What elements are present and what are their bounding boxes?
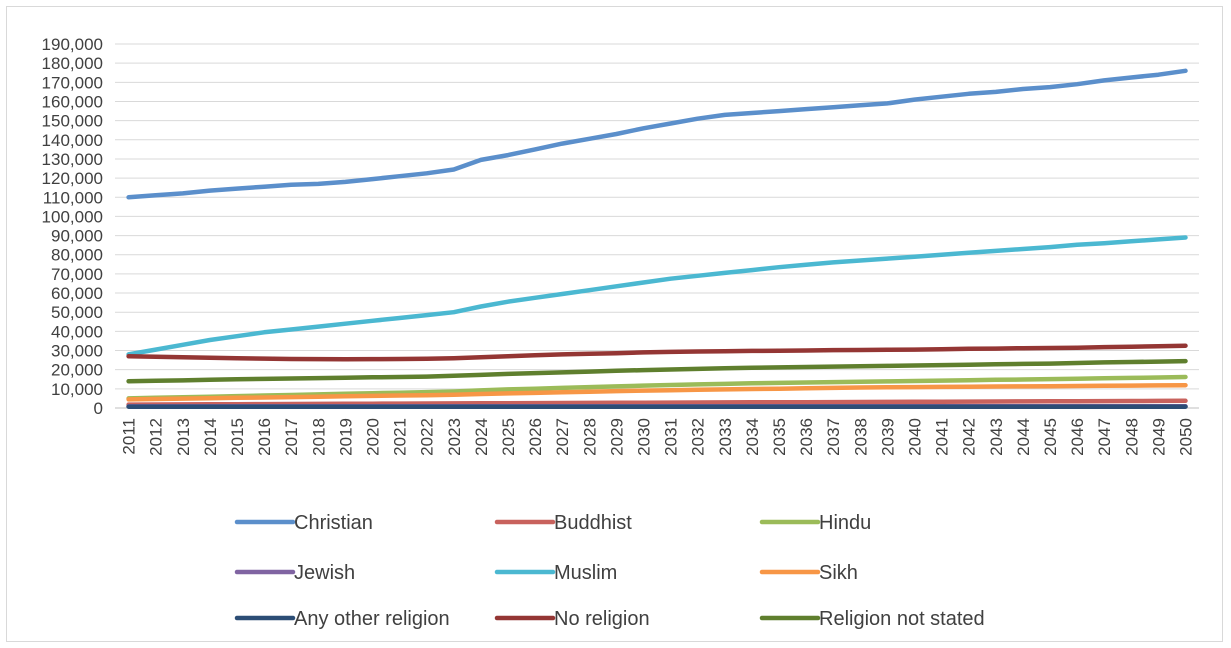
y-tick-label: 180,000 (42, 54, 103, 73)
x-tick-label: 2034 (743, 418, 762, 456)
y-tick-label: 0 (94, 399, 103, 418)
x-tick-label: 2018 (309, 418, 328, 456)
y-tick-label: 40,000 (51, 322, 103, 341)
x-tick-label: 2028 (580, 418, 599, 456)
x-tick-label: 2045 (1041, 418, 1060, 456)
x-tick-label: 2022 (418, 418, 437, 456)
y-axis-ticks: 010,00020,00030,00040,00050,00060,00070,… (42, 35, 103, 418)
x-tick-label: 2031 (662, 418, 681, 456)
y-tick-label: 50,000 (51, 303, 103, 322)
y-tick-label: 140,000 (42, 131, 103, 150)
legend-label: Christian (294, 512, 373, 534)
x-tick-label: 2026 (526, 418, 545, 456)
y-tick-label: 60,000 (51, 284, 103, 303)
series-line-no-religion (126, 343, 1188, 362)
chart-frame (6, 6, 1223, 642)
x-tick-label: 2027 (553, 418, 572, 456)
x-tick-label: 2017 (282, 418, 301, 456)
y-tick-label: 120,000 (42, 169, 103, 188)
legend-label: Buddhist (554, 512, 632, 534)
x-tick-label: 2023 (445, 418, 464, 456)
series-lines (126, 68, 1188, 409)
x-tick-label: 2013 (174, 418, 193, 456)
x-tick-label: 2012 (147, 418, 166, 456)
x-tick-label: 2049 (1149, 418, 1168, 456)
x-tick-label: 2035 (770, 418, 789, 456)
x-tick-label: 2046 (1068, 418, 1087, 456)
x-tick-label: 2011 (120, 418, 139, 455)
x-tick-label: 2043 (987, 418, 1006, 456)
y-tick-label: 160,000 (42, 92, 103, 111)
legend: Christian Buddhist Hindu Jewish Muslim Sikh An… (234, 512, 985, 630)
x-tick-label: 2037 (824, 418, 843, 456)
legend-label: Any other religion (294, 608, 450, 630)
legend-label: Muslim (554, 562, 617, 584)
x-tick-label: 2041 (933, 418, 952, 456)
y-tick-label: 170,000 (42, 73, 103, 92)
y-tick-label: 100,000 (42, 207, 103, 226)
y-tick-label: 110,000 (43, 188, 103, 207)
x-tick-label: 2033 (716, 418, 735, 456)
x-tick-label: 2042 (960, 418, 979, 456)
x-tick-label: 2039 (878, 418, 897, 456)
legend-label: Jewish (294, 562, 355, 584)
y-tick-label: 20,000 (51, 361, 103, 380)
x-tick-label: 2016 (255, 418, 274, 456)
y-tick-label: 130,000 (42, 150, 103, 169)
y-tick-label: 70,000 (51, 265, 103, 284)
x-tick-label: 2048 (1122, 418, 1141, 456)
x-tick-label: 2032 (689, 418, 708, 456)
legend-label: No religion (554, 608, 650, 630)
x-tick-label: 2014 (201, 418, 220, 456)
x-tick-label: 2047 (1095, 418, 1114, 456)
series-line-buddhist (126, 398, 1188, 407)
x-tick-label: 2030 (634, 418, 653, 456)
series-line-christian (126, 68, 1188, 200)
x-tick-label: 2015 (228, 418, 247, 456)
x-tick-label: 2040 (905, 418, 924, 456)
series-line-muslim (126, 235, 1188, 357)
y-tick-label: 150,000 (42, 112, 103, 131)
y-tick-label: 190,000 (42, 35, 103, 54)
y-tick-label: 10,000 (51, 380, 103, 399)
y-tick-label: 90,000 (51, 227, 103, 246)
x-tick-label: 2029 (607, 418, 626, 456)
x-tick-label: 2044 (1014, 418, 1033, 456)
series-line-sikh (126, 382, 1188, 402)
legend-label: Hindu (819, 512, 871, 534)
x-tick-label: 2038 (851, 418, 870, 456)
series-line-religion-not-stated (126, 358, 1188, 384)
y-tick-label: 30,000 (51, 342, 103, 361)
x-tick-label: 2024 (472, 418, 491, 456)
x-tick-label: 2021 (391, 418, 410, 456)
x-tick-label: 2020 (363, 418, 382, 456)
x-tick-label: 2025 (499, 418, 518, 456)
y-tick-label: 80,000 (51, 246, 103, 265)
x-tick-label: 2036 (797, 418, 816, 456)
legend-label: Religion not stated (819, 608, 985, 630)
x-tick-label: 2019 (336, 418, 355, 456)
x-tick-label: 2050 (1176, 418, 1195, 456)
legend-label: Sikh (819, 562, 858, 584)
x-axis-ticks: 2011 2012 2013 2014 2015 2016 2017 2018 2019 2020… (120, 418, 1196, 456)
